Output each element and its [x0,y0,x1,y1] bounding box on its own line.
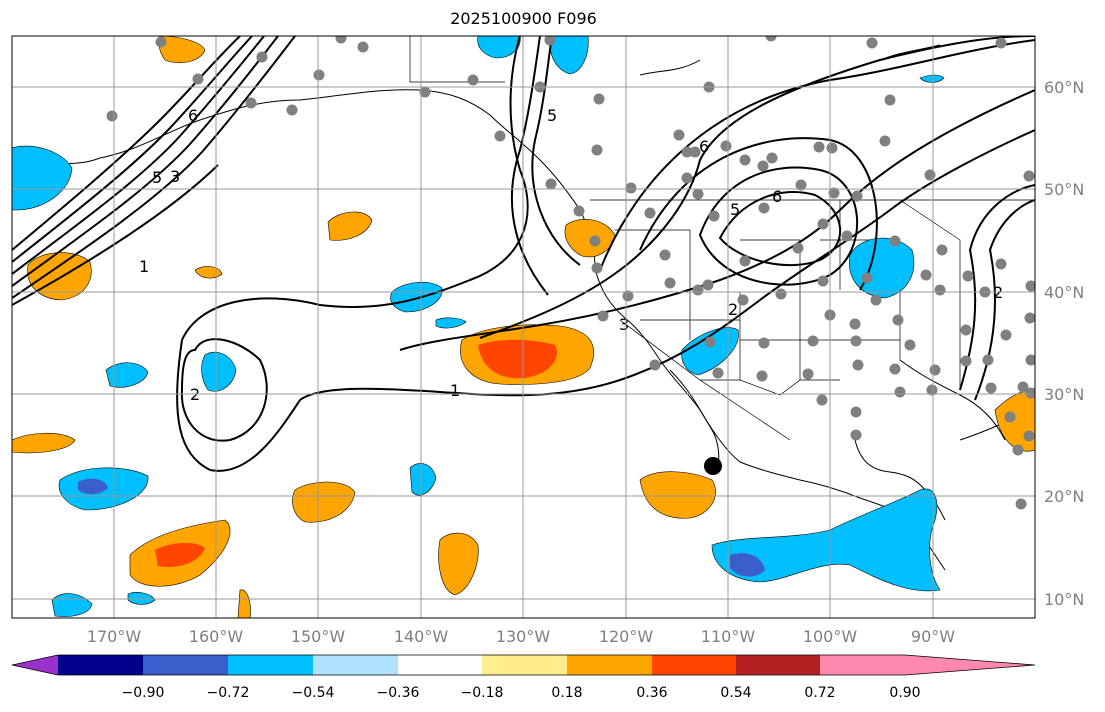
colorbar-segment [652,655,736,675]
lat-label: 60°N [1044,78,1084,97]
graticule [12,36,1035,618]
colorbar-segment [820,655,905,675]
colorbar-segment [58,655,143,675]
reference-point-marker [704,457,722,475]
station-markers [106,36,1035,510]
contour-label: 3 [170,167,180,186]
colorbar-segment [482,655,567,675]
lon-label: 90°W [911,627,955,646]
colorbar-tick-label: −0.18 [461,685,504,701]
map-plot-area: 6 5 3 1 5 6 5 6 2 3 1 2 2 [12,36,1035,618]
colorbar-tick-label: −0.54 [292,685,335,701]
contour-label: 6 [772,187,782,206]
contour-label: 3 [619,315,629,334]
colorbar: −0.90 −0.72 −0.54 −0.36 −0.18 0.18 0.36 … [11,654,1036,701]
colorbar-tick-label: −0.72 [207,685,250,701]
lon-label: 150°W [291,627,346,646]
lon-label: 170°W [87,627,142,646]
lat-label: 50°N [1044,180,1084,199]
contour-label: 1 [450,381,460,400]
longitude-labels: 170°W 160°W 150°W 140°W 130°W 120°W 110°… [87,627,955,646]
coastlines [29,44,1031,571]
lon-label: 110°W [701,627,756,646]
colorbar-segment [567,655,652,675]
contour-label: 6 [188,106,198,125]
map-title: 2025100900 F096 [450,9,597,28]
lon-label: 130°W [496,627,551,646]
colorbar-tick-label: 0.36 [636,685,667,701]
lat-label: 40°N [1044,283,1084,302]
colorbar-segment [736,655,820,675]
latitude-labels: 60°N 50°N 40°N 30°N 20°N 10°N [1044,78,1084,609]
colorbar-tick-label: 0.90 [889,685,920,701]
lon-label: 140°W [394,627,449,646]
colorbar-ticks: −0.90 −0.72 −0.54 −0.36 −0.18 0.18 0.36 … [122,685,921,701]
contour-label: 5 [152,168,162,187]
contour-label: 6 [699,137,709,156]
contour-label: 2 [728,300,738,319]
contour-label: 5 [730,200,740,219]
colorbar-segment [143,655,228,675]
contour-label: 1 [139,257,149,276]
colorbar-tick-label: −0.36 [377,685,420,701]
colorbar-overflow-triangle [905,655,1035,675]
anomaly-shading [12,36,1035,618]
colorbar-segment [398,655,482,675]
contour-label: 5 [547,106,557,125]
colorbar-tick-label: 0.18 [551,685,582,701]
lat-label: 20°N [1044,487,1084,506]
colorbar-segment [313,655,398,675]
colorbar-tick-label: 0.54 [720,685,751,701]
colorbar-tick-label: 0.72 [804,685,835,701]
colorbar-underflow-triangle [12,655,58,675]
lon-label: 100°W [803,627,858,646]
colorbar-tick-label: −0.90 [122,685,165,701]
map-frame [11,35,1036,619]
lat-label: 30°N [1044,385,1084,404]
colorbar-segment [228,655,313,675]
lon-label: 160°W [189,627,244,646]
lat-label: 10°N [1044,590,1084,609]
lon-label: 120°W [599,627,654,646]
